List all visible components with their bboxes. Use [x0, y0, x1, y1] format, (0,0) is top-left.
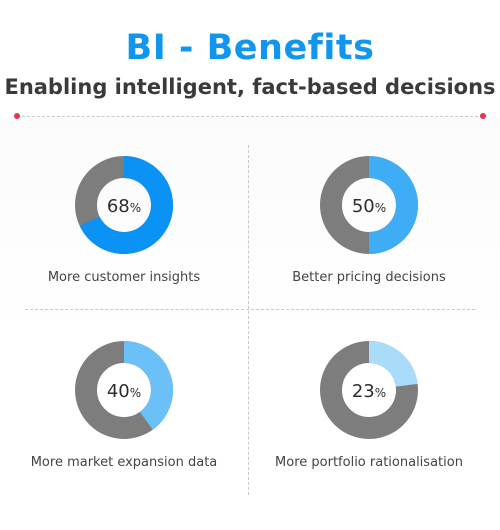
- donut-segment: [123, 341, 173, 430]
- donut-segment: [368, 341, 418, 388]
- donut-chart: 50%: [320, 156, 418, 254]
- divider-dot-left: [14, 113, 20, 119]
- donut-label: More customer insights: [47, 270, 201, 285]
- donut-segment: [79, 156, 173, 254]
- grid-divider-vertical: [248, 145, 249, 495]
- page-title: BI - Benefits: [125, 28, 375, 68]
- donut-value: 40%: [107, 381, 141, 402]
- donut-segment: [368, 156, 418, 254]
- donut-chart: 40%: [75, 341, 173, 439]
- donut-value: 23%: [352, 381, 386, 402]
- donut-cell-market-expansion: 40% More market expansion data: [0, 340, 248, 530]
- grid-divider-horizontal: [25, 309, 475, 310]
- donut-cell-customer-insights: 68% More customer insights: [0, 155, 248, 345]
- donut-label: More market expansion data: [30, 455, 218, 470]
- donut-label: Better pricing decisions: [292, 270, 446, 285]
- donut-cell-pricing-decisions: 50% Better pricing decisions: [245, 155, 493, 345]
- page-subtitle: Enabling intelligent, fact-based decisio…: [4, 75, 496, 99]
- donut-value: 50%: [352, 196, 386, 217]
- donut-label: More portfolio rationalisation: [275, 455, 463, 470]
- donut-cell-portfolio-rationalisation: 23% More portfolio rationalisation: [245, 340, 493, 530]
- donut-chart: 23%: [320, 341, 418, 439]
- donut-value: 68%: [107, 196, 141, 217]
- divider-dot-right: [480, 113, 486, 119]
- header-divider: [17, 116, 483, 117]
- donut-chart: 68%: [75, 156, 173, 254]
